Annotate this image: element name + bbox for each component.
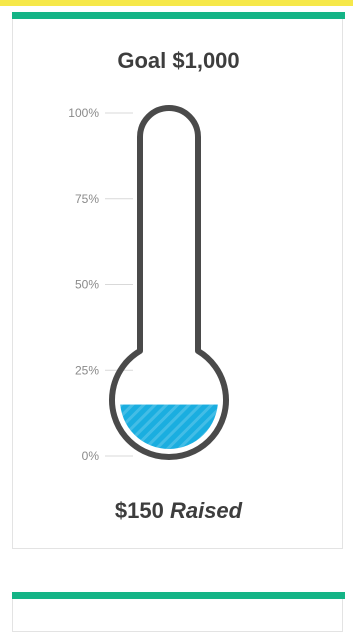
next-card [12, 592, 345, 632]
tick-label: 75% [75, 192, 99, 206]
raised-summary: $150 Raised [13, 498, 344, 524]
tick-group: 100% 75% 50% 25% 0% [68, 106, 133, 463]
raised-amount: $150 [114, 498, 164, 523]
tick-label: 25% [75, 363, 99, 377]
thermometer-outline [109, 105, 229, 460]
card-accent-bar [12, 12, 345, 19]
next-card-accent-bar [12, 592, 345, 599]
tick-label: 50% [75, 278, 99, 292]
goal-title: Goal $1,000 [117, 48, 240, 73]
top-banner-strip [0, 0, 353, 6]
fundraising-thermometer-card: Goal $1,000 100% 75% 50% 25% 0% $150 Raised [12, 12, 345, 549]
tick-label: 0% [82, 449, 100, 463]
thermometer-chart: 100% 75% 50% 25% 0% [68, 105, 229, 463]
raised-label: Raised [169, 498, 243, 523]
tick-label: 100% [68, 106, 99, 120]
